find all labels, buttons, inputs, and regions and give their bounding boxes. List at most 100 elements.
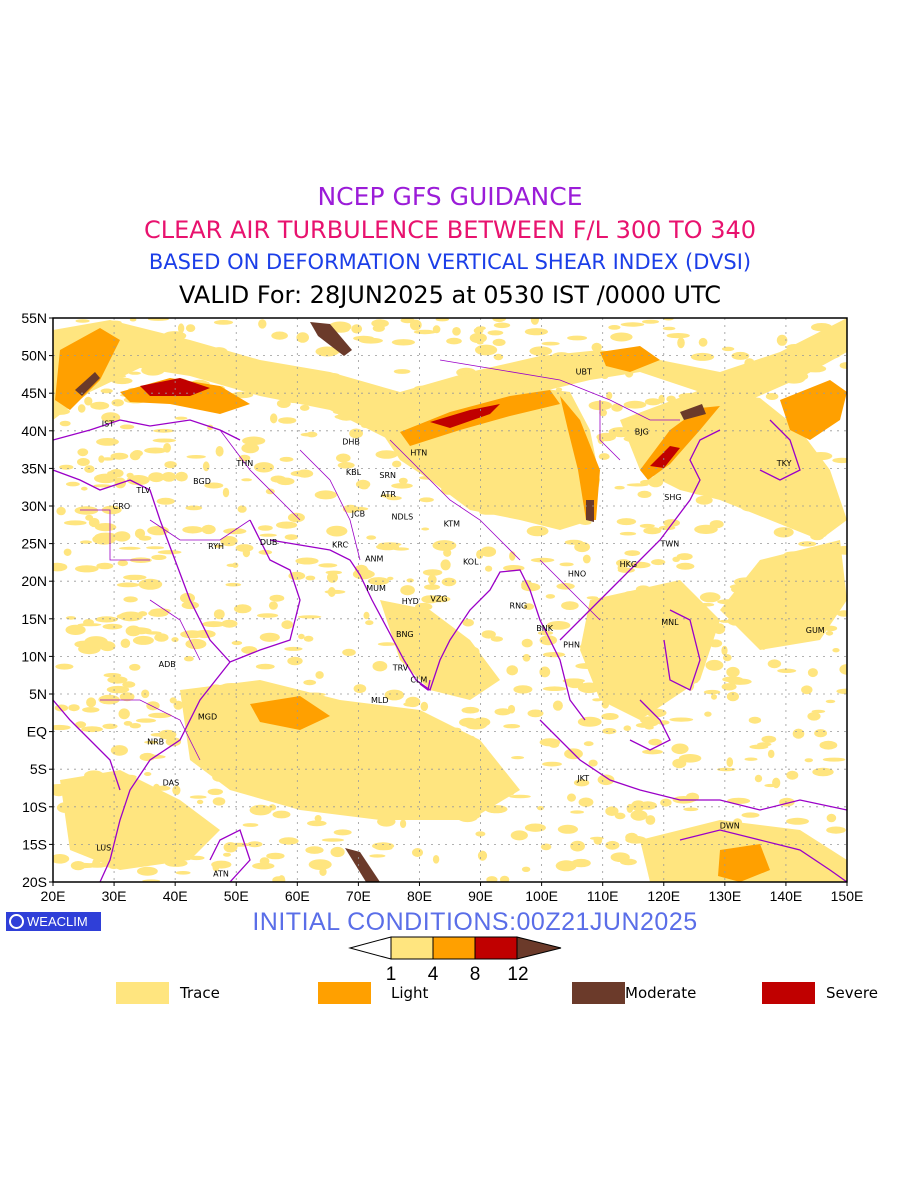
trace-speck [610,332,633,342]
trace-speck [721,683,737,691]
trace-speck [119,692,135,702]
trace-speck [529,346,553,356]
trace-speck [485,565,493,572]
trace-speck [252,862,275,870]
trace-speck [626,483,649,487]
trace-speck [268,804,277,811]
trace-speck [606,391,613,400]
trace-speck [100,457,115,461]
trace-speck [284,646,303,651]
trace-speck [461,706,480,714]
trace-speck [249,804,272,816]
trace-speck [127,627,152,635]
trace-speck [540,843,552,851]
trace-speck [175,871,191,875]
lat-label: 50N [21,348,47,364]
trace-speck [84,396,93,406]
trace-speck [676,553,693,561]
trace-speck [173,700,184,710]
trace-speck [144,740,159,744]
trace-speck [545,594,556,599]
trace-speck [318,563,338,568]
light-band-japan [780,380,847,440]
trace-speck [257,613,279,618]
trace-speck [645,815,656,825]
trace-speck [201,524,216,535]
trace-speck [721,346,735,352]
trace-speck [542,652,566,658]
trace-speck [619,858,637,866]
trace-speck [228,842,251,847]
trace-speck [375,450,398,459]
trace-speck [812,767,834,777]
map-frame [52,317,848,883]
trace-speck [53,562,68,572]
trace-speck [676,562,695,570]
trace-speck [303,679,317,686]
trace-speck [421,595,440,604]
station-label-nrb: NRB [147,737,164,746]
trace-speck [559,562,574,567]
lat-label: 35N [21,460,47,476]
station-label-rng: RNG [510,601,528,610]
trace-speck [94,532,118,541]
trace-speck [574,541,590,553]
trace-speck [177,323,185,334]
trace-speck [295,557,319,565]
trace-speck [660,798,672,807]
trace-speck [822,757,846,762]
trace-speck [524,328,549,336]
trace-speck [53,854,70,864]
trace-speck [266,852,285,860]
station-label-ktm: KTM [444,519,461,528]
trace-speck [372,842,395,850]
trace-speck [699,592,721,603]
trace-speck [542,761,562,767]
colorbar-tick-12: 12 [507,964,528,985]
trace-speck [95,616,118,623]
trace-speck [77,458,90,466]
trace-speck [321,838,344,842]
trace-speck [303,635,314,642]
trace-speck [492,318,507,323]
trace-speck [287,656,303,666]
trace-speck [268,601,278,610]
trace-speck [493,353,504,361]
trace-speck [486,876,498,882]
trace-speck [552,700,563,711]
station-label-adb: ADB [159,660,176,669]
trace-speck [242,436,266,446]
trace-speck [424,584,440,590]
trace-speck [637,490,652,498]
trace-speck [106,685,130,694]
legend-label-moderate: Moderate [625,984,697,1002]
trace-speck [645,725,654,730]
trace-speck [509,794,531,799]
trace-speck [420,701,429,712]
trace-speck [602,728,617,735]
legend-swatch-light [318,982,371,1004]
trace-speck [630,810,648,821]
trace-speck [741,812,760,818]
trace-speck [353,335,375,342]
trace-speck [384,689,404,701]
trace-speck [677,337,685,349]
trace-speck [355,479,371,489]
light-band-central-asia [400,390,560,446]
trace-speck [119,424,135,430]
trace-speck [666,333,690,339]
trace-speck [798,541,817,547]
lat-label: 5N [29,686,47,702]
trace-speck [171,637,179,643]
trace-speck [586,596,599,600]
trace-speck [513,685,533,694]
trace-speck [409,319,422,331]
trace-speck [315,671,324,679]
lat-label: 10N [21,648,47,664]
coastlines [53,419,847,882]
trace-speck [278,837,299,845]
trace-speck [165,737,182,747]
trace-speck [299,404,310,411]
trace-speck [588,759,598,767]
trace-speck [161,472,177,482]
